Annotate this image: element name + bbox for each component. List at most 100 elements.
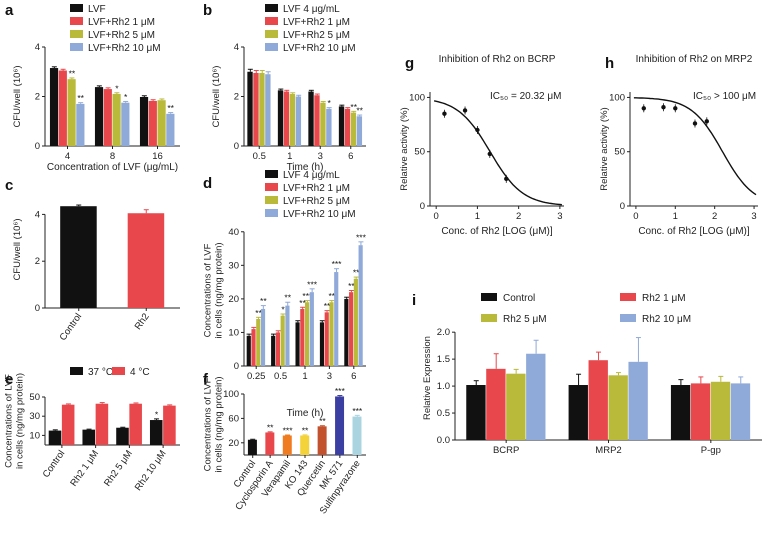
legend-label: LVF+Rh2 5 μM xyxy=(283,196,350,207)
significance-label: ** xyxy=(328,291,335,301)
bar xyxy=(247,439,257,455)
significance-label: ** xyxy=(255,308,262,318)
legend-label: LVF+Rh2 1 μM xyxy=(283,183,350,194)
y-tick-label: 4 xyxy=(35,42,40,53)
y-tick-label: 100 xyxy=(609,92,625,103)
bar xyxy=(58,70,67,146)
bar xyxy=(271,335,276,366)
significance-label: * xyxy=(115,83,119,93)
y-tick-label: 30 xyxy=(228,260,239,271)
y-axis-label: Relative Expression xyxy=(422,336,433,420)
panel-h: h 0 50 100 0 1 2 3 Inhibition of Rh2 on MRP2 IC₅₀… xyxy=(599,54,758,237)
bar xyxy=(320,102,326,146)
legend-label: 37 °C xyxy=(88,367,113,378)
significance-label: ** xyxy=(350,102,357,112)
bar xyxy=(300,435,310,455)
legend-swatch xyxy=(70,30,83,38)
bar xyxy=(247,71,253,146)
x-axis-label: Concentration of LVF (μg/mL) xyxy=(47,162,178,173)
bar xyxy=(466,385,486,440)
legend-label: LVF xyxy=(88,4,106,15)
panel-d: d0102030400.25****0.5***1********3******… xyxy=(203,170,367,419)
bar xyxy=(285,305,290,366)
y-axis-label: Relative activity (%) xyxy=(399,107,410,190)
y-axis-label: Concentrations of LVF xyxy=(4,374,15,468)
bar xyxy=(282,435,292,455)
panel-label: b xyxy=(203,2,212,19)
bar xyxy=(690,383,711,440)
ic50-annotation: IC₅₀ = 20.32 μM xyxy=(490,91,561,102)
legend-label: LVF 4 μg/mL xyxy=(283,4,340,15)
significance-label: ** xyxy=(167,103,174,113)
y-axis-label: Concentrations of LVF xyxy=(203,243,214,337)
y-tick-label: 20 xyxy=(228,438,239,449)
y-tick-label: 100 xyxy=(409,92,425,103)
bar xyxy=(127,213,165,308)
legend-swatch xyxy=(265,30,278,38)
legend-swatch xyxy=(265,209,278,217)
bar xyxy=(116,427,129,445)
bar xyxy=(335,396,345,455)
bar xyxy=(256,319,261,366)
x-tick-label: 3 xyxy=(327,371,332,382)
bar xyxy=(352,416,362,455)
x-tick-label: 0.25 xyxy=(247,371,266,382)
bar xyxy=(305,302,310,366)
x-tick-label: 16 xyxy=(152,151,163,162)
legend-label: LVF+Rh2 5 μM xyxy=(283,30,350,41)
bar xyxy=(350,112,357,146)
y-tick-label: 1.5 xyxy=(437,354,450,365)
y-axis-label: Concentrations of LVF xyxy=(203,377,214,471)
bar xyxy=(356,116,363,146)
bar xyxy=(259,72,265,146)
y-tick-label: 30 xyxy=(29,411,40,422)
ic50-annotation: IC₅₀ > 100 μM xyxy=(693,91,756,102)
legend-swatch xyxy=(481,314,497,322)
y-axis-label: CFU/well (10⁶) xyxy=(12,66,23,128)
x-tick-label: Control xyxy=(58,311,85,342)
y-axis-label: Relative activity (%) xyxy=(599,107,610,190)
x-tick-label: 4 xyxy=(65,151,70,162)
significance-label: ** xyxy=(324,301,331,311)
panel-label: f xyxy=(203,371,209,388)
bar xyxy=(251,329,256,366)
x-axis-label: Conc. of Rh2 [LOG (μM)] xyxy=(441,226,553,237)
bar xyxy=(308,91,314,146)
significance-label: *** xyxy=(283,425,294,435)
bar xyxy=(344,298,349,366)
y-tick-label: 0.0 xyxy=(437,435,450,446)
legend-swatch xyxy=(70,367,83,375)
y-tick-label: 0 xyxy=(234,141,239,152)
x-tick-label: 3 xyxy=(557,211,562,222)
y-tick-label: 2 xyxy=(35,256,40,267)
legend-swatch xyxy=(265,183,278,191)
bar xyxy=(260,308,266,366)
bar xyxy=(112,94,121,146)
y-tick-label: 0 xyxy=(234,361,239,372)
x-tick-label: 0 xyxy=(633,211,638,222)
y-tick-label: 10 xyxy=(29,430,40,441)
significance-label: ** xyxy=(284,293,291,303)
legend-label: LVF+Rh2 1 μM xyxy=(283,17,350,28)
bar xyxy=(95,403,109,445)
x-tick-label: 6 xyxy=(351,371,356,382)
significance-label: *** xyxy=(335,386,346,396)
significance-label: *** xyxy=(302,291,313,301)
panel-label: h xyxy=(605,55,614,72)
y-tick-label: 0 xyxy=(420,201,425,212)
significance-label: ** xyxy=(302,425,309,435)
x-tick-label: 3 xyxy=(318,151,323,162)
x-tick-label: 3 xyxy=(751,211,756,222)
significance-label: * xyxy=(281,304,285,314)
y-tick-label: 20 xyxy=(228,294,239,305)
y-axis-label: CFU/well (10⁶) xyxy=(211,66,222,128)
bar xyxy=(608,375,628,440)
legend-swatch xyxy=(620,314,636,322)
x-tick-label: 1 xyxy=(673,211,678,222)
x-tick-label: Control xyxy=(41,448,68,479)
legend-swatch xyxy=(70,4,83,12)
bar xyxy=(61,404,75,445)
x-tick-label: 0 xyxy=(434,211,439,222)
significance-label: ** xyxy=(299,298,306,308)
bar xyxy=(121,102,130,146)
